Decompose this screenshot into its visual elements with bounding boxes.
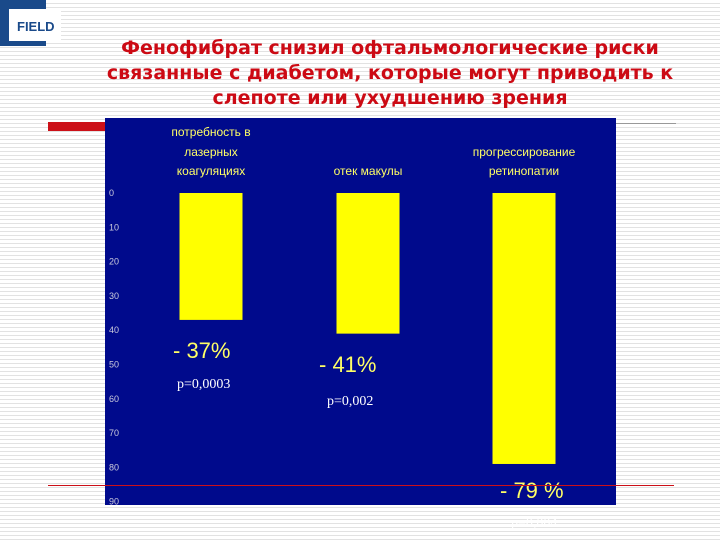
category-label: потребность в bbox=[171, 125, 250, 139]
y-tick-label: 50 bbox=[109, 360, 119, 370]
field-logo: FIELD bbox=[0, 0, 61, 46]
category-label: ретинопатии bbox=[489, 164, 559, 178]
p-value-label: p=0,002 bbox=[327, 394, 373, 409]
category-label: прогрессирование bbox=[473, 145, 576, 159]
y-tick-label: 0 bbox=[109, 188, 114, 198]
p-value-label: p=0,0003 bbox=[177, 377, 230, 392]
bottom-red-line bbox=[48, 485, 674, 486]
y-tick-label: 90 bbox=[109, 497, 119, 507]
y-tick-label: 70 bbox=[109, 428, 119, 438]
divider-line bbox=[616, 123, 676, 124]
y-tick-label: 80 bbox=[109, 462, 119, 472]
category-label: коагуляциях bbox=[177, 164, 245, 178]
value-label: - 41% bbox=[319, 352, 376, 377]
title-line-2: связанные с диабетом, которые могут прив… bbox=[106, 62, 674, 84]
category-label: лазерных bbox=[184, 145, 238, 159]
bar bbox=[179, 193, 243, 320]
y-tick-label: 20 bbox=[109, 257, 119, 267]
logo-text: FIELD bbox=[17, 19, 55, 34]
bar bbox=[336, 193, 400, 334]
red-accent-bar bbox=[48, 122, 108, 131]
y-tick-label: 10 bbox=[109, 222, 119, 232]
category-label: отек макулы bbox=[334, 164, 403, 178]
slide-title: Фенофибрат снизил офтальмологические рис… bbox=[60, 36, 720, 111]
y-tick-label: 30 bbox=[109, 291, 119, 301]
y-tick-label: 60 bbox=[109, 394, 119, 404]
value-label: - 79 % bbox=[500, 478, 564, 503]
value-label: - 37% bbox=[173, 338, 230, 363]
bar bbox=[492, 193, 556, 464]
y-tick-label: 40 bbox=[109, 325, 119, 335]
title-line-1: Фенофибрат снизил офтальмологические рис… bbox=[121, 37, 659, 59]
p-value-label: p=0,004 bbox=[511, 516, 557, 531]
bar-chart: 0 10 20 30 40 50 60 70 80 90 потребность в лазерных… bbox=[105, 118, 616, 531]
title-line-3: слепоте или ухудшению зрения bbox=[212, 87, 568, 109]
chart-svg: 0 10 20 30 40 50 60 70 80 90 потребность в лазерных… bbox=[109, 125, 576, 531]
